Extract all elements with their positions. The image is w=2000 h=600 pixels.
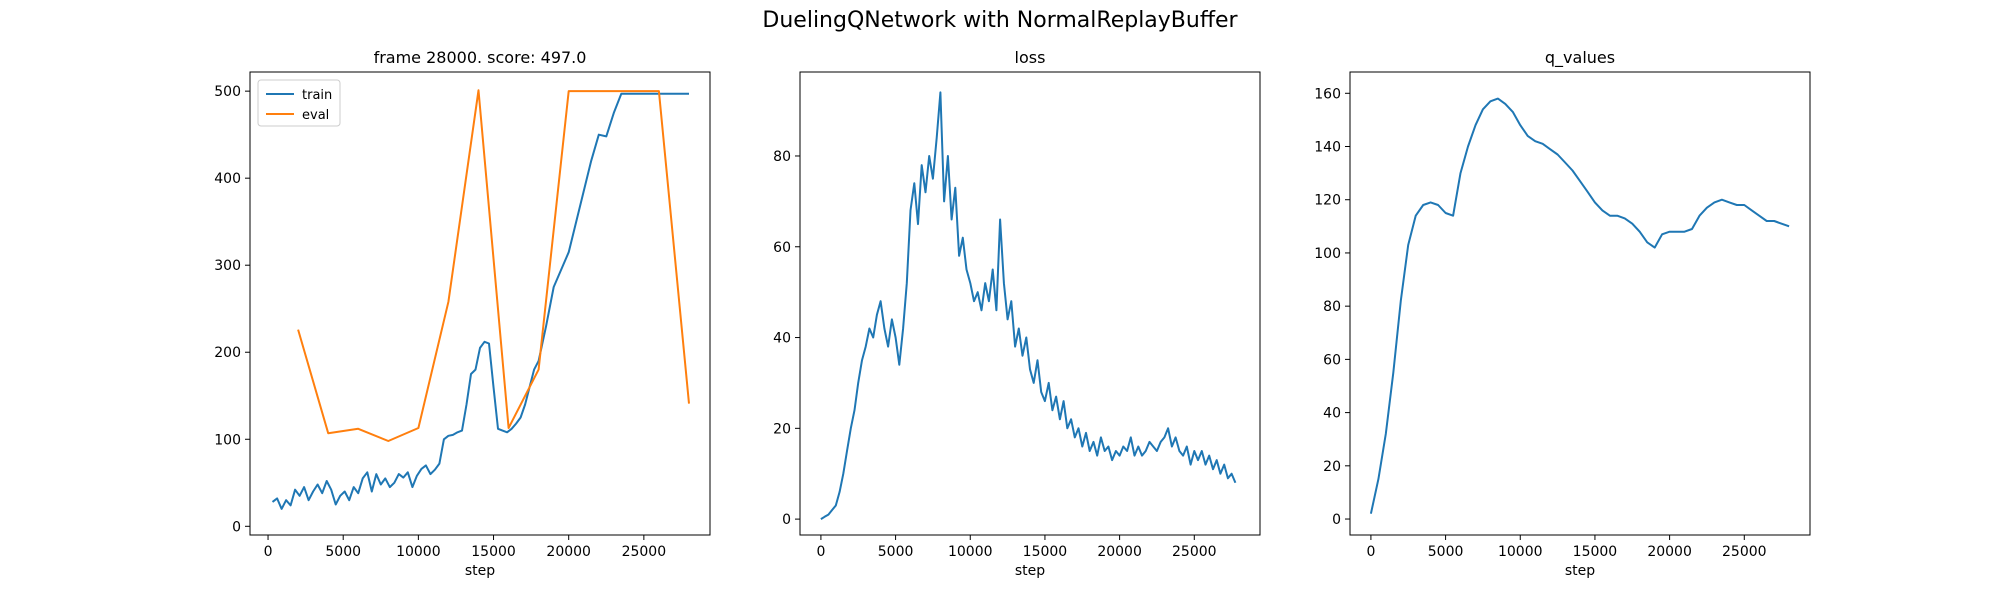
y-tick-label: 0 [782,512,791,528]
x-tick-label: 20000 [1647,544,1692,560]
x-tick-label: 0 [264,544,273,560]
series-line-series-1 [820,91,1237,520]
y-tick-label: 100 [1314,246,1341,262]
x-tick-label: 0 [816,544,825,560]
x-tick-label: 10000 [948,544,993,560]
x-axis-label: step [465,563,495,579]
chart-panel-1: frame 28000. score: 497.00 5000 10000 15000… [214,48,711,579]
plot-frame [1349,71,1811,536]
chart-title: frame 28000. score: 497.0 [374,48,587,67]
series-line-series-1 [1369,97,1790,514]
legend-label-eval: eval [302,108,329,123]
y-tick-label: 100 [214,432,241,448]
chart-panel-3: q_values 0 5000 10000 15000 20000 25000 0 20 40 60… [1314,48,1811,579]
plot-frame [249,71,711,536]
y-tick-label: 0 [1332,512,1341,528]
y-tick-label: 20 [773,421,791,437]
y-tick-label: 200 [214,345,241,361]
x-tick-label: 10000 [1498,544,1543,560]
y-tick-label: 40 [1323,406,1341,422]
y-tick-label: 80 [773,149,791,165]
x-axis-label: step [1015,563,1045,579]
x-tick-label: 25000 [622,544,667,560]
x-tick-label: 5000 [325,544,361,560]
x-tick-label: 15000 [1573,544,1618,560]
y-tick-label: 60 [1323,352,1341,368]
y-tick-label: 400 [214,171,241,187]
figure-suptitle: DuelingQNetwork with NormalReplayBuffer [762,8,1238,33]
x-tick-label: 20000 [1097,544,1142,560]
x-tick-label: 20000 [546,544,591,560]
chart-panel-2: loss 0 5000 10000 15000 20000 25000 0 20 40 60 80 st… [773,48,1261,579]
chart-title: q_values [1545,48,1615,68]
y-tick-label: 140 [1314,140,1341,156]
y-tick-label: 160 [1314,86,1341,102]
x-axis-label: step [1565,563,1595,579]
x-tick-label: 25000 [1722,544,1767,560]
chart-legend: train eval [257,79,341,127]
y-tick-label: 60 [773,240,791,256]
plot-frame [799,71,1261,536]
series-line-train [271,92,689,510]
chart-title: loss [1015,48,1046,67]
x-tick-label: 0 [1366,544,1375,560]
y-tick-label: 40 [773,331,791,347]
y-tick-label: 0 [232,519,241,535]
series-line-eval [297,89,690,442]
y-tick-label: 500 [214,84,241,100]
y-tick-label: 300 [214,258,241,274]
y-tick-label: 80 [1323,299,1341,315]
x-tick-label: 10000 [396,544,441,560]
x-tick-label: 25000 [1172,544,1217,560]
x-tick-label: 5000 [1428,544,1464,560]
x-tick-label: 15000 [471,544,516,560]
y-tick-label: 120 [1314,193,1341,209]
x-tick-label: 15000 [1023,544,1068,560]
y-tick-label: 20 [1323,459,1341,475]
legend-label-train: train [302,88,332,103]
x-tick-label: 5000 [878,544,914,560]
